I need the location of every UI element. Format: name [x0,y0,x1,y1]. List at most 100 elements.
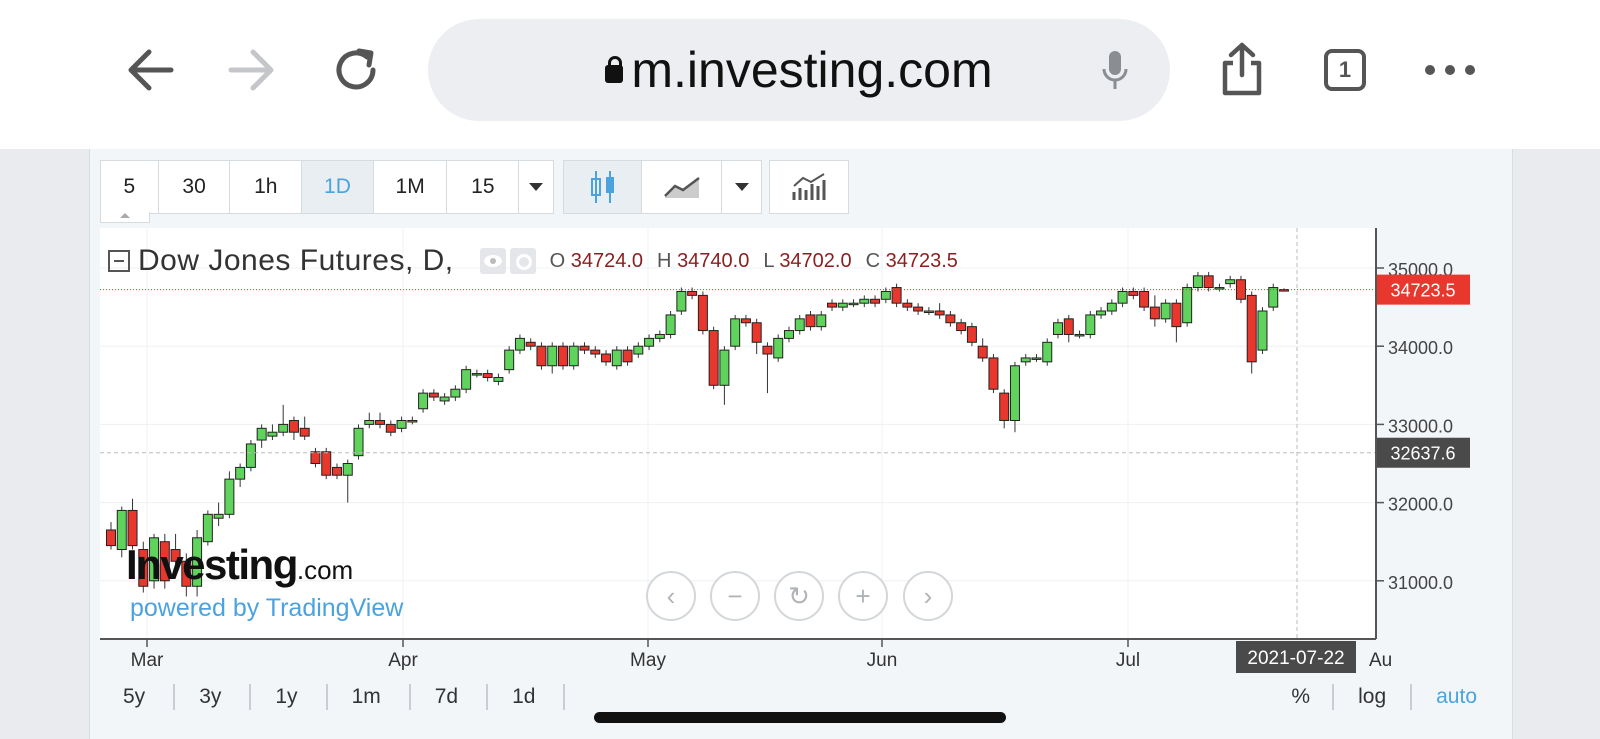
microphone-icon[interactable] [1100,49,1130,93]
candle-body [1009,365,1020,421]
eye-icon[interactable] [479,248,506,274]
candle-body [1192,275,1203,289]
candle-body [719,349,730,386]
interval-1h[interactable]: 1h [230,161,303,213]
candle-body [202,513,213,543]
candle-up [504,346,515,374]
candle-up [245,440,256,472]
interval-1m[interactable]: 1M [374,161,448,213]
interval-5[interactable]: 5 [101,161,159,213]
address-bar[interactable]: m.investing.com [428,19,1170,121]
candle-down [945,311,956,327]
chart-type-dropdown[interactable] [722,161,761,213]
reload-button[interactable] [324,38,388,102]
back-button[interactable] [118,38,182,102]
candle-up [1117,287,1128,308]
candle-body [999,392,1010,421]
collapse-legend-button[interactable] [108,250,130,272]
candle-down [1063,314,1074,343]
candle-body [342,463,353,476]
zoom-in-button[interactable]: + [838,571,888,621]
more-button[interactable] [1418,38,1482,102]
high-value: H 34740.0 [657,249,750,272]
candle-down [751,318,762,355]
plot-area [100,228,1375,639]
area-chart-icon [663,177,700,198]
candle-body [245,443,256,468]
candle-body [375,419,386,425]
auto-scale-button[interactable]: auto [1410,684,1501,710]
x-tick-label: Jul [1116,650,1140,671]
candle-down [170,533,181,566]
candle-up [547,342,558,374]
range-1d[interactable]: 1d [488,684,566,710]
candle-body [299,427,310,437]
candle-body [278,423,289,433]
candle-body [224,478,235,515]
line-chart-button[interactable] [642,161,722,213]
candle-body [1085,314,1096,335]
candle-body [1128,290,1139,296]
candle-down [977,338,988,362]
toolbar-collapse-tab[interactable] [100,212,150,223]
percent-scale-button[interactable]: % [1291,685,1311,708]
candle-up [202,510,213,546]
candle-body [1096,310,1107,316]
y-tick-label: 31000.0 [1388,573,1453,593]
candle-down [375,412,386,429]
candle-up [1053,318,1064,339]
candle-body [106,529,116,547]
log-scale-button[interactable]: log [1332,684,1410,710]
candle-body [913,306,924,312]
x-axis: Mar Apr May Jun Jul Au [131,639,1392,671]
range-1m[interactable]: 1m [328,684,411,710]
candle-body [1257,310,1268,351]
last-price-label: 34723.5 [1390,281,1455,301]
candle-body [923,310,934,314]
candle-body [1106,302,1117,312]
candle-down [956,318,967,335]
forward-button[interactable] [220,38,284,102]
candle-body [1074,333,1085,337]
candle-body [428,392,439,398]
interval-dropdown[interactable] [519,161,553,213]
scroll-left-button[interactable]: ‹ [646,571,696,621]
candle-up [224,471,235,519]
candle-body [870,298,881,304]
share-button[interactable] [1210,38,1274,102]
tabs-button[interactable]: 1 [1313,38,1377,102]
interval-30[interactable]: 30 [159,161,231,213]
chevron-up-icon [120,213,130,218]
range-5y[interactable]: 5y [99,684,176,710]
candlestick-icon [590,171,614,203]
zoom-out-button[interactable]: − [710,571,760,621]
candle-up [1031,354,1042,362]
y-tick-label: 32000.0 [1388,495,1453,515]
url-display[interactable]: m.investing.com [428,41,1170,99]
candle-body [1139,290,1150,308]
indicators-button[interactable] [770,161,848,213]
candles-button[interactable] [564,161,642,213]
candle-up [1042,338,1053,366]
gear-icon[interactable] [509,248,536,274]
candle-down [1203,271,1214,292]
scroll-right-button[interactable]: › [903,571,953,621]
candle-up [267,424,278,441]
candle-body [127,509,138,547]
symbol-title: Dow Jones Futures, D, [138,244,454,277]
interval-1d[interactable]: 1D [302,161,374,213]
range-7d[interactable]: 7d [411,684,489,710]
candle-up [418,389,429,413]
candle-up [1257,307,1268,355]
candle-down [740,314,751,327]
powered-by-link[interactable]: powered by TradingView [130,594,404,622]
candle-body [1171,302,1182,328]
candle-down [1171,299,1182,343]
range-3y[interactable]: 3y [175,684,252,710]
candle-body [654,333,665,339]
candle-body [407,419,418,423]
reset-chart-button[interactable]: ↻ [774,571,824,621]
interval-15[interactable]: 15 [447,161,520,213]
candle-up [213,502,224,527]
range-1y[interactable]: 1y [251,684,328,710]
